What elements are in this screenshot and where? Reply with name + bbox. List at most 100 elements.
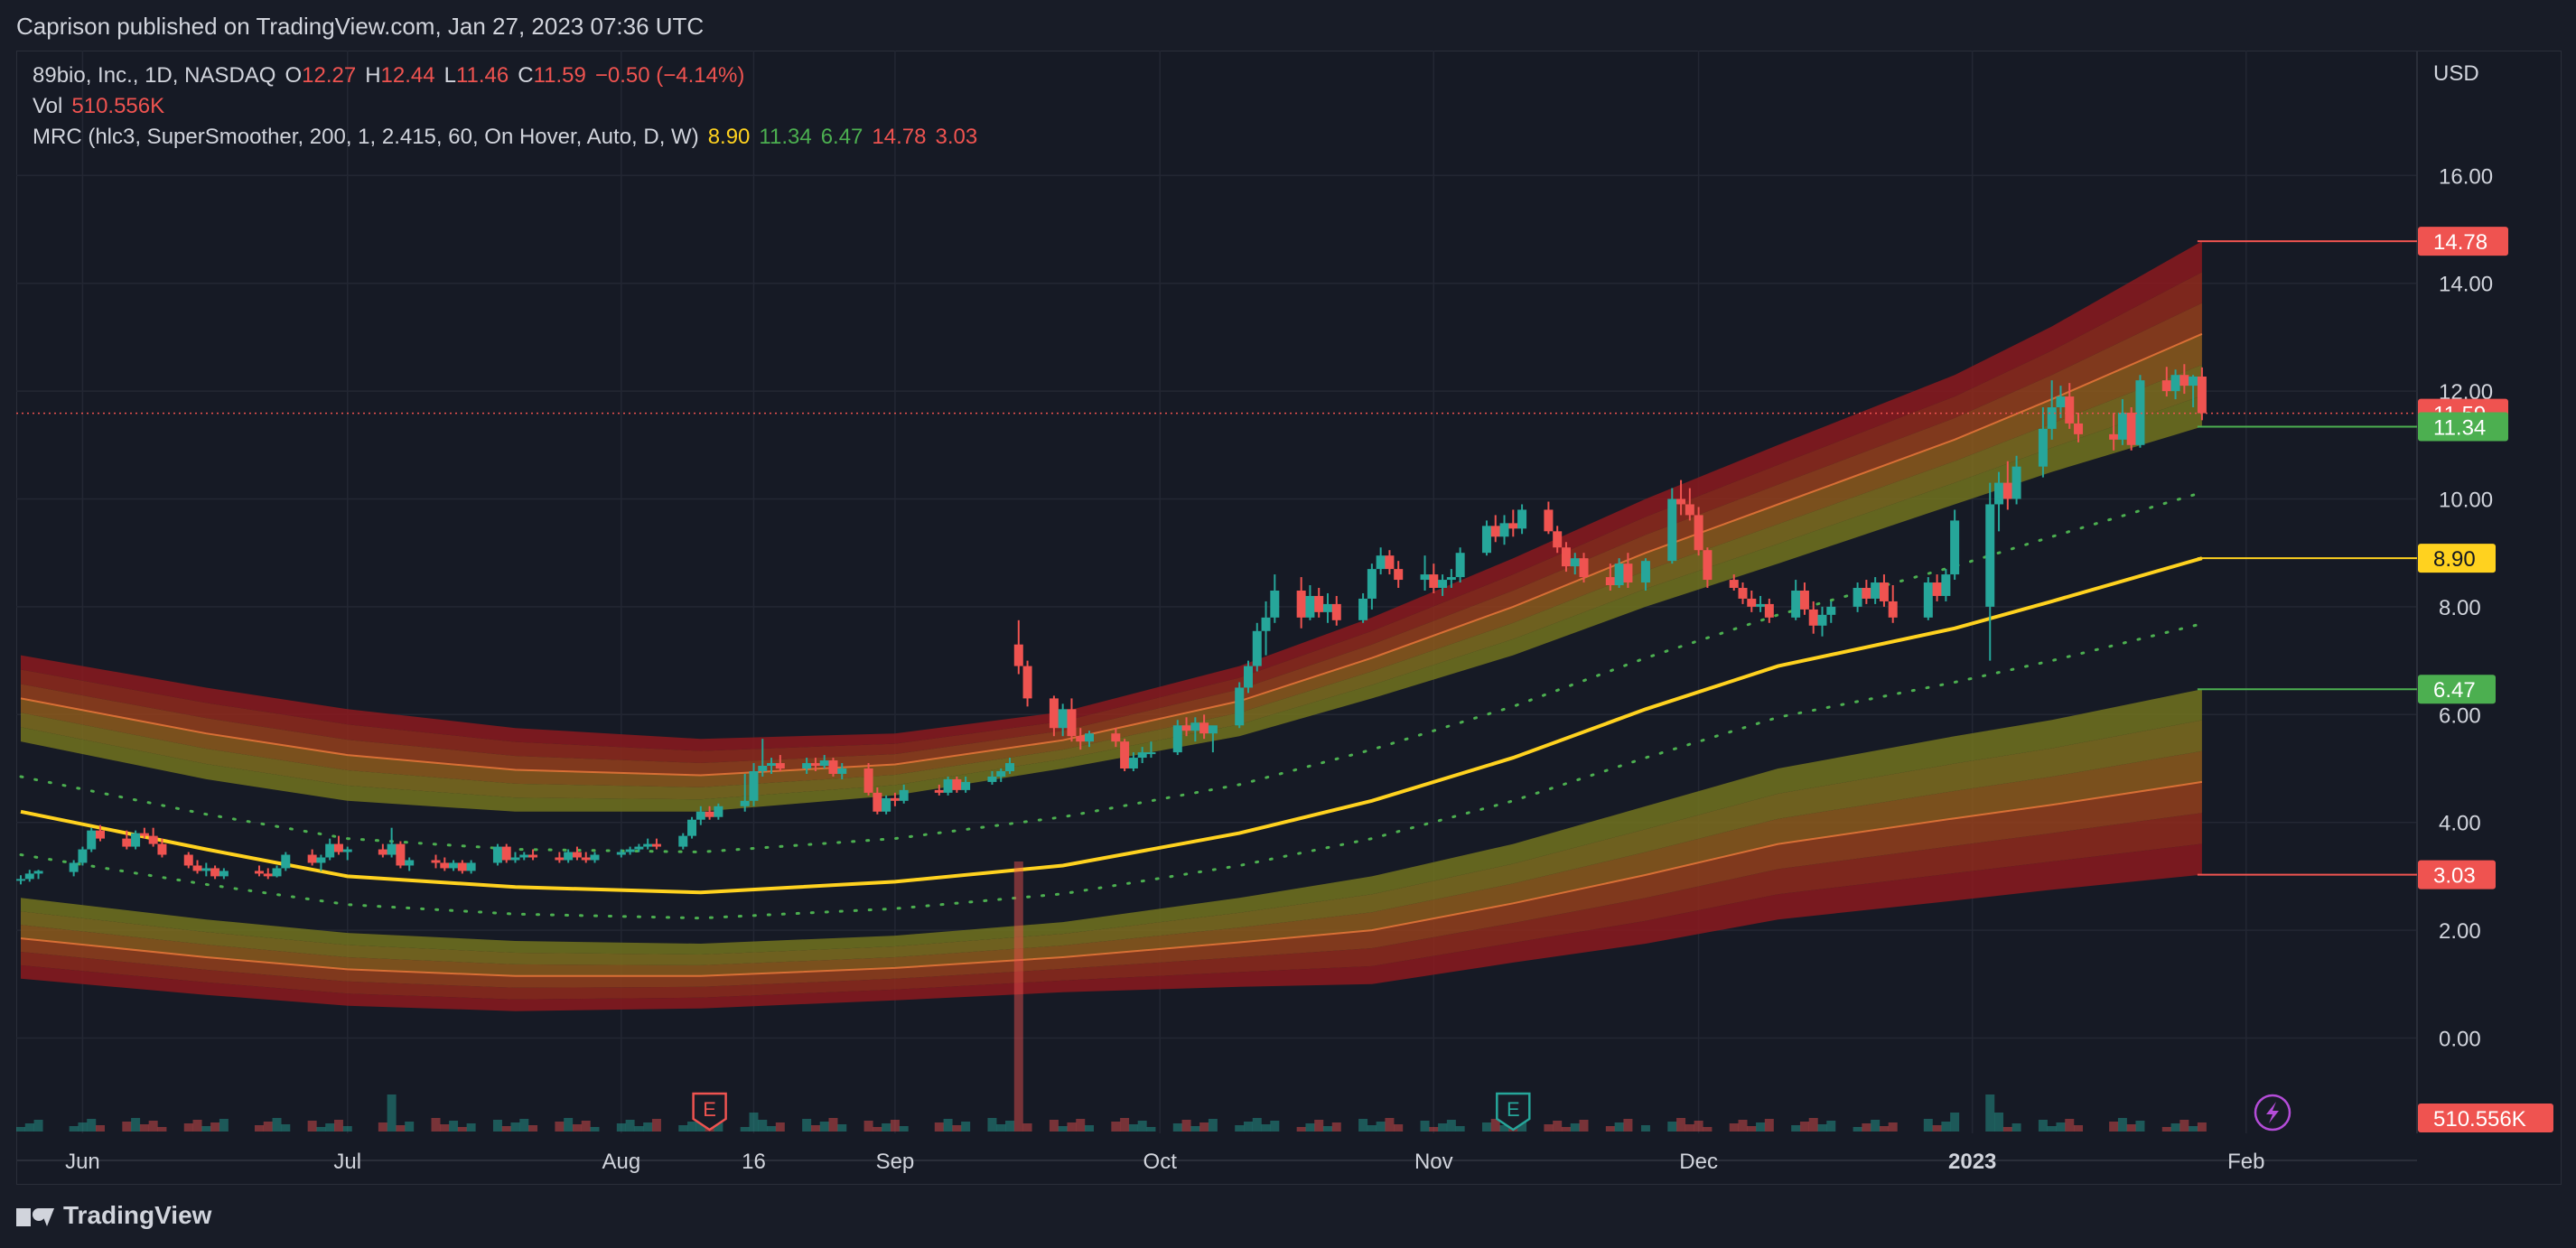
candle-body bbox=[749, 770, 759, 801]
time-tick-label: Feb bbox=[2227, 1150, 2264, 1174]
lower-band-layer bbox=[21, 720, 2202, 965]
candle-body bbox=[1985, 504, 1995, 607]
candle-body bbox=[996, 770, 1006, 777]
volume-bar bbox=[69, 1126, 79, 1132]
candle-body bbox=[1270, 590, 1280, 618]
candle-body bbox=[1261, 617, 1271, 631]
lower-band-midline bbox=[20, 780, 2203, 977]
earnings-marker[interactable]: E bbox=[1496, 1092, 1531, 1132]
candle-body bbox=[1429, 574, 1439, 589]
candle-body bbox=[1438, 580, 1448, 589]
candle-body bbox=[1871, 582, 1881, 599]
time-tick-label: Oct bbox=[1143, 1150, 1178, 1174]
volume-bar bbox=[1553, 1121, 1563, 1132]
volume-bar bbox=[678, 1125, 688, 1132]
footer-logo[interactable]: TradingView bbox=[16, 1201, 211, 1230]
volume-bar bbox=[2047, 1126, 2057, 1132]
upper-band-layer bbox=[21, 396, 2202, 812]
volume-bar bbox=[1022, 1123, 1032, 1132]
candle-body bbox=[396, 843, 406, 866]
candle-body bbox=[1614, 563, 1624, 586]
volume-bar bbox=[1429, 1127, 1439, 1132]
candle-body bbox=[1570, 558, 1580, 567]
price-tick-label: 16.00 bbox=[2439, 164, 2493, 189]
candle-body bbox=[1747, 598, 1757, 607]
volume-bar bbox=[122, 1122, 132, 1132]
candle-body bbox=[837, 768, 847, 774]
candle-body bbox=[528, 854, 538, 858]
volume-bar bbox=[1923, 1119, 1933, 1132]
candle-body bbox=[678, 835, 688, 847]
legend-volume-label[interactable]: Vol bbox=[33, 94, 63, 118]
volume-bar bbox=[837, 1124, 847, 1132]
candle-body bbox=[1199, 722, 1209, 734]
candle-body bbox=[828, 760, 838, 774]
candle-body bbox=[1623, 563, 1633, 583]
candle-body bbox=[1005, 763, 1015, 771]
volume-bar bbox=[1614, 1122, 1624, 1132]
upper-outer-price-label: 14.78 bbox=[2418, 227, 2508, 256]
candle-body bbox=[1879, 582, 1889, 601]
candle-body bbox=[2047, 407, 2057, 429]
legend-high-label: H bbox=[365, 63, 381, 88]
volume-bar bbox=[1826, 1121, 1836, 1132]
candle-body bbox=[1799, 590, 1809, 610]
volume-bar bbox=[1243, 1122, 1253, 1132]
legend-symbol[interactable]: 89bio, Inc., 1D, NASDAQ bbox=[33, 63, 276, 88]
candle-body bbox=[325, 843, 335, 858]
volume-bar bbox=[1394, 1124, 1404, 1132]
candle-body bbox=[651, 843, 661, 847]
volume-bar bbox=[1799, 1122, 1809, 1132]
volume-bar bbox=[687, 1122, 697, 1132]
volume-bars bbox=[16, 861, 2207, 1132]
volume-bar bbox=[1694, 1121, 1703, 1132]
candle-body bbox=[1394, 569, 1404, 581]
candle-body bbox=[1481, 526, 1491, 554]
candle-body bbox=[643, 843, 653, 847]
lightning-icon[interactable] bbox=[2254, 1094, 2291, 1132]
volume-bar bbox=[1685, 1124, 1694, 1132]
volume-bar bbox=[87, 1119, 97, 1132]
candle-body bbox=[2056, 396, 2066, 408]
candle-body bbox=[1322, 603, 1332, 612]
candle-body bbox=[1853, 588, 1862, 607]
candle-body bbox=[687, 819, 697, 836]
candle-body bbox=[2170, 375, 2180, 392]
price-label-bg bbox=[2418, 860, 2496, 889]
candle-body bbox=[157, 843, 167, 855]
volume-bar bbox=[219, 1119, 229, 1132]
mean-price-label: 8.90 bbox=[2418, 544, 2496, 573]
candle-body bbox=[2189, 376, 2198, 387]
candle-body bbox=[1111, 733, 1121, 742]
candle-body bbox=[555, 857, 565, 861]
volume-bar bbox=[625, 1120, 635, 1132]
volume-bar bbox=[1049, 1120, 1059, 1132]
time-tick-label: Aug bbox=[602, 1150, 640, 1174]
upper-inner-dotted-line bbox=[19, 490, 2204, 854]
candle-body bbox=[1181, 725, 1191, 731]
candle-body bbox=[1791, 590, 1801, 618]
candle-body bbox=[1994, 482, 2004, 505]
candle-body bbox=[625, 849, 635, 852]
candle-body bbox=[2197, 376, 2207, 414]
volume-bar bbox=[810, 1125, 820, 1132]
volume-bar bbox=[272, 1118, 282, 1132]
volume-bar bbox=[1950, 1113, 1960, 1132]
candle-body bbox=[572, 852, 582, 858]
earnings-marker[interactable]: E bbox=[692, 1092, 727, 1132]
volume-bar bbox=[572, 1124, 582, 1132]
volume-bar bbox=[1853, 1127, 1862, 1132]
legend-mrc-label[interactable]: MRC (hlc3, SuperSmoother, 200, 1, 2.415,… bbox=[33, 125, 699, 149]
volume-bar bbox=[740, 1127, 750, 1132]
price-tick-label: 0.00 bbox=[2439, 1028, 2481, 1052]
volume-bar bbox=[1764, 1119, 1774, 1132]
candle-body bbox=[1208, 725, 1218, 734]
candles bbox=[16, 364, 2207, 885]
time-tick-label: Sep bbox=[876, 1150, 915, 1174]
candle-body bbox=[695, 811, 705, 820]
candle-body bbox=[775, 763, 785, 768]
candle-body bbox=[1420, 574, 1430, 581]
candle-body bbox=[1941, 574, 1951, 596]
volume-bar bbox=[501, 1126, 511, 1132]
